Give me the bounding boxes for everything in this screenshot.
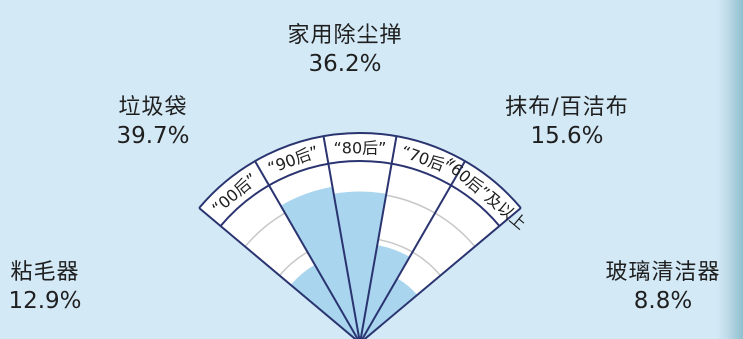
background-edge <box>717 0 743 339</box>
spoke-0 <box>198 207 357 339</box>
category-name: 玻璃清洁器 <box>605 260 721 285</box>
category-value: 39.7% <box>116 122 190 149</box>
category-name: 垃圾袋 <box>118 95 188 120</box>
spoke-2 <box>322 136 361 339</box>
spoke-1 <box>254 160 359 339</box>
category-name: 抹布/百洁布 <box>505 95 629 120</box>
category-value: 36.2% <box>308 50 382 77</box>
wedge-2 <box>333 191 387 339</box>
category-value: 8.8% <box>633 287 693 314</box>
category-value: 15.6% <box>530 122 604 149</box>
category-label-3: 抹布/百洁布 15.6% <box>492 94 642 150</box>
wedge-1 <box>280 186 360 339</box>
category-name: 家用除尘掸 <box>287 23 403 48</box>
spoke-5 <box>363 207 522 339</box>
generation-label-2: “80后” <box>334 139 387 158</box>
category-label-1: 垃圾袋 39.7% <box>98 94 208 150</box>
category-label-2: 家用除尘掸 36.2% <box>275 22 415 78</box>
band-arc-1 <box>219 160 501 227</box>
spoke-3 <box>359 136 398 339</box>
wedge-4 <box>362 278 418 339</box>
band-arc-0 <box>198 132 522 209</box>
spoke-4 <box>361 160 466 339</box>
wedge-0 <box>290 264 358 339</box>
category-value: 12.9% <box>8 287 82 314</box>
category-name: 粘毛器 <box>10 260 80 285</box>
category-label-4: 玻璃清洁器 8.8% <box>603 259 723 315</box>
category-label-0: 粘毛器 12.9% <box>0 259 90 315</box>
wedge-3 <box>360 245 410 339</box>
